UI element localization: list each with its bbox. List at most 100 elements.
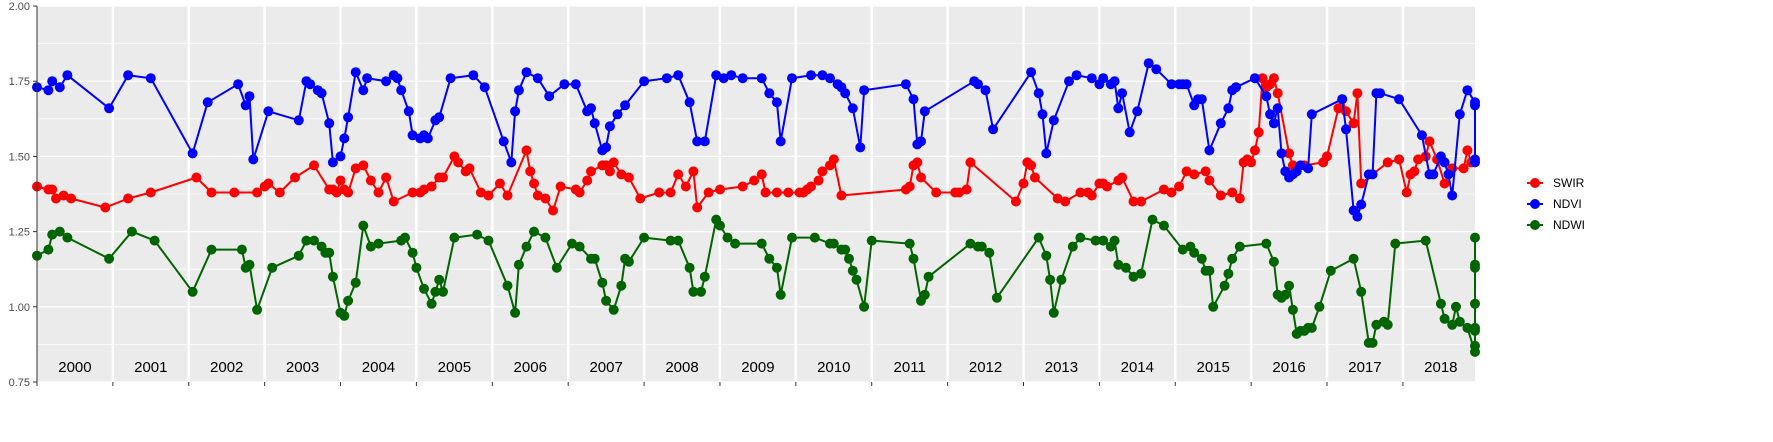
data-point [1447, 190, 1458, 201]
data-point [1219, 280, 1230, 291]
data-point [965, 238, 976, 249]
data-point [123, 193, 134, 204]
data-point [1196, 253, 1207, 264]
data-point [1435, 298, 1446, 309]
data-point [1265, 109, 1276, 120]
data-point [1462, 85, 1473, 96]
data-point [339, 310, 350, 321]
data-point [1371, 319, 1382, 330]
data-point [1018, 178, 1029, 189]
data-point [426, 181, 437, 192]
data-point [756, 238, 767, 249]
data-point [1215, 190, 1226, 201]
data-point [1257, 73, 1268, 84]
data-point [229, 187, 240, 198]
data-point [123, 70, 134, 81]
series-ndvi [32, 58, 1480, 222]
data-point [419, 283, 429, 294]
data-point [407, 187, 418, 198]
data-point [521, 241, 532, 252]
data-point [1128, 196, 1139, 207]
legend: SWIR NDVI NDWI [1527, 176, 1585, 232]
data-point [1189, 247, 1200, 258]
data-point [327, 271, 338, 282]
data-point [597, 277, 608, 288]
data-point [43, 85, 54, 96]
data-point [58, 190, 69, 201]
data-point [783, 187, 794, 198]
legend-item-swir: SWIR [1527, 176, 1585, 190]
data-point [730, 238, 741, 249]
data-point [1048, 115, 1059, 126]
data-point [756, 169, 767, 180]
data-point [847, 265, 858, 276]
data-point [438, 172, 448, 183]
data-point [1246, 157, 1257, 168]
data-point [392, 73, 403, 84]
data-point [954, 187, 964, 198]
year-dividers [111, 6, 1405, 382]
data-point [1451, 301, 1461, 312]
data-point [1306, 109, 1317, 120]
data-point [965, 157, 976, 168]
data-point [1375, 88, 1386, 99]
data-point [916, 172, 926, 183]
data-point [343, 295, 354, 306]
data-point [859, 301, 870, 312]
data-point [305, 79, 316, 90]
data-point [1284, 148, 1295, 159]
data-point [1352, 88, 1363, 99]
data-point [688, 166, 699, 177]
data-point [589, 253, 600, 264]
data-point [1177, 244, 1188, 255]
data-point [1117, 88, 1128, 99]
data-point [692, 202, 703, 213]
data-point [206, 244, 217, 255]
data-point [350, 277, 361, 288]
data-point [764, 88, 775, 99]
data-point [1268, 118, 1279, 129]
data-point [1026, 160, 1037, 171]
data-point [513, 85, 524, 96]
data-point [498, 136, 509, 147]
data-point [309, 235, 319, 246]
data-point [544, 91, 555, 102]
data-point [483, 190, 494, 201]
data-point [984, 247, 995, 258]
data-point [350, 67, 361, 78]
data-point [1158, 184, 1169, 195]
data-point [1268, 73, 1279, 84]
data-point [923, 271, 934, 282]
data-point [589, 118, 600, 129]
data-point [434, 112, 445, 123]
data-point [62, 70, 73, 81]
data-point [840, 244, 851, 255]
data-point [419, 184, 429, 195]
data-point [718, 73, 729, 84]
data-point [1120, 262, 1131, 273]
data-point [252, 304, 263, 315]
data-point [570, 79, 581, 90]
data-point [1223, 103, 1234, 114]
data-point [244, 91, 255, 102]
data-point [601, 142, 612, 153]
data-point [1280, 289, 1291, 300]
data-point [434, 274, 445, 285]
data-point [510, 106, 521, 117]
data-point [464, 163, 475, 174]
data-point [1071, 70, 1082, 81]
data-point [244, 259, 255, 270]
data-point [62, 232, 73, 243]
data-point [240, 100, 251, 111]
data-point [760, 187, 771, 198]
data-point [737, 73, 748, 84]
data-point [1352, 211, 1363, 222]
data-point [616, 169, 627, 180]
y-tick-label: 2.00 [9, 1, 30, 13]
data-point [104, 253, 115, 264]
data-point [453, 157, 464, 168]
y-tick-label: 1.00 [9, 302, 30, 314]
data-point [449, 232, 460, 243]
data-point [665, 187, 676, 198]
